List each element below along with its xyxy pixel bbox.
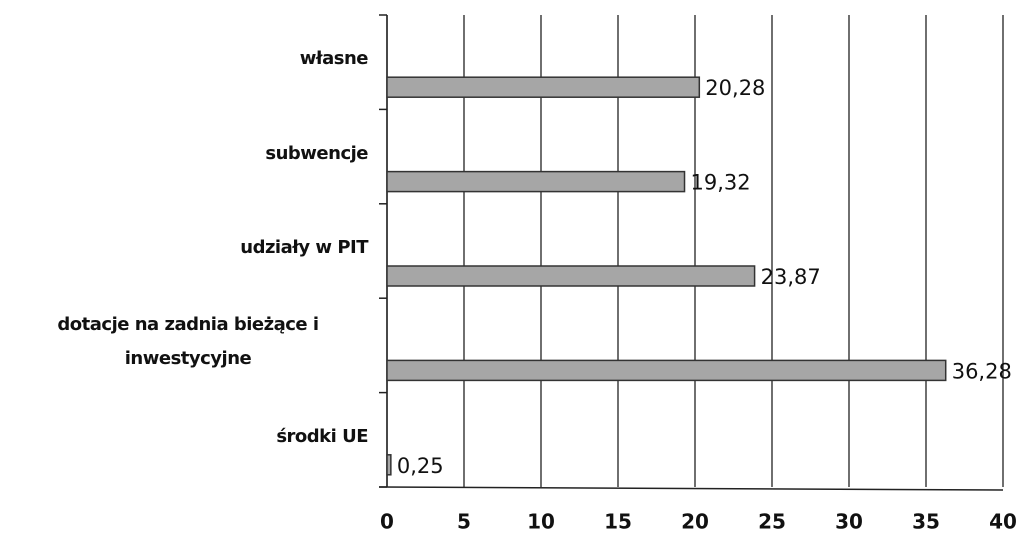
value-label: 20,28 xyxy=(705,76,765,100)
x-tick-label: 40 xyxy=(989,510,1017,534)
bar xyxy=(386,359,947,382)
bar xyxy=(386,265,756,287)
x-tick-label: 35 xyxy=(912,510,940,534)
bar xyxy=(386,76,701,98)
category-label: subwencje xyxy=(265,142,368,164)
x-tick-label: 0 xyxy=(380,510,394,534)
x-tick-label: 20 xyxy=(681,510,709,534)
category-label: dotacje na zadnia bieżące i inwestycyjne xyxy=(57,314,319,370)
x-tick-label: 15 xyxy=(604,510,632,534)
value-label: 23,87 xyxy=(761,265,821,289)
value-label: 36,28 xyxy=(952,359,1012,383)
category-label: własne xyxy=(299,48,369,70)
x-tick-label: 10 xyxy=(527,510,555,534)
x-tick-label: 25 xyxy=(758,510,786,534)
bar xyxy=(386,454,392,476)
x-tick-label: 5 xyxy=(457,510,471,534)
category-label: środki UE xyxy=(276,425,368,447)
bar xyxy=(386,170,686,193)
value-label: 19,32 xyxy=(691,171,751,195)
category-label: udziały w PIT xyxy=(240,237,368,258)
value-label: 0,25 xyxy=(397,454,444,478)
x-axis xyxy=(378,486,1004,491)
x-tick-label: 30 xyxy=(835,510,863,534)
